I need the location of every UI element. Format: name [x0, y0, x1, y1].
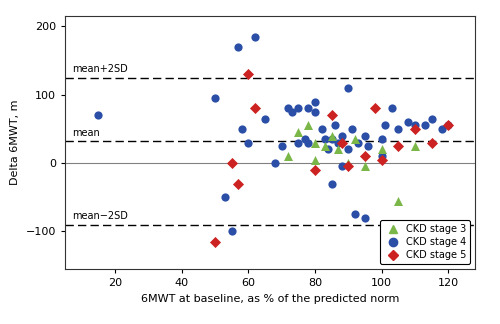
- Point: [94, 113, 102, 118]
- Point: [338, 164, 345, 169]
- Point: [324, 147, 332, 152]
- Point: [411, 123, 419, 128]
- Point: [354, 140, 362, 145]
- Legend: CKD stage 3, CKD stage 4, CKD stage 5: CKD stage 3, CKD stage 4, CKD stage 5: [380, 220, 470, 264]
- Point: [388, 106, 396, 111]
- Point: [394, 126, 402, 132]
- Point: [394, 198, 402, 203]
- Point: [311, 109, 319, 114]
- Point: [284, 106, 292, 111]
- Text: mean: mean: [72, 128, 100, 138]
- Point: [404, 120, 412, 125]
- Point: [211, 96, 219, 101]
- Point: [311, 99, 319, 104]
- Point: [304, 123, 312, 128]
- Point: [421, 123, 429, 128]
- Text: mean−2SD: mean−2SD: [72, 211, 128, 221]
- Point: [251, 34, 259, 39]
- Point: [304, 106, 312, 111]
- Point: [328, 113, 336, 118]
- Point: [301, 136, 309, 142]
- Point: [344, 164, 352, 169]
- Point: [428, 140, 436, 145]
- Point: [311, 167, 319, 172]
- Point: [338, 140, 345, 145]
- Point: [438, 126, 446, 132]
- Point: [244, 140, 252, 145]
- Point: [378, 154, 386, 159]
- Point: [304, 140, 312, 145]
- Point: [284, 154, 292, 159]
- Point: [294, 140, 302, 145]
- Text: mean+2SD: mean+2SD: [72, 64, 128, 74]
- Point: [361, 154, 369, 159]
- Point: [361, 215, 369, 220]
- Point: [211, 239, 219, 244]
- Point: [321, 144, 329, 149]
- Point: [378, 157, 386, 162]
- Point: [348, 126, 356, 132]
- Point: [378, 136, 386, 142]
- Point: [444, 123, 452, 128]
- Point: [378, 147, 386, 152]
- Y-axis label: Delta 6MWT, m: Delta 6MWT, m: [10, 100, 20, 185]
- Point: [328, 136, 336, 142]
- Point: [321, 136, 329, 142]
- Point: [334, 147, 342, 152]
- Point: [294, 130, 302, 135]
- Point: [351, 136, 359, 142]
- X-axis label: 6MWT at baseline, as % of the predicted norm: 6MWT at baseline, as % of the predicted …: [141, 294, 399, 304]
- Point: [371, 277, 379, 282]
- Point: [244, 72, 252, 77]
- Point: [221, 195, 229, 200]
- Point: [394, 144, 402, 149]
- Point: [228, 229, 235, 234]
- Point: [234, 44, 242, 50]
- Point: [251, 106, 259, 111]
- Point: [361, 133, 369, 138]
- Point: [334, 140, 342, 145]
- Point: [411, 144, 419, 149]
- Point: [428, 116, 436, 121]
- Point: [344, 147, 352, 152]
- Point: [381, 123, 389, 128]
- Point: [238, 126, 246, 132]
- Point: [234, 181, 242, 186]
- Point: [411, 126, 419, 132]
- Point: [338, 133, 345, 138]
- Point: [294, 106, 302, 111]
- Point: [344, 160, 352, 166]
- Point: [364, 144, 372, 149]
- Point: [228, 160, 235, 166]
- Point: [271, 160, 279, 166]
- Point: [344, 85, 352, 90]
- Point: [318, 126, 326, 132]
- Point: [331, 123, 339, 128]
- Point: [351, 212, 359, 217]
- Point: [328, 181, 336, 186]
- Point: [261, 116, 269, 121]
- Point: [371, 106, 379, 111]
- Point: [444, 123, 452, 128]
- Point: [278, 144, 285, 149]
- Point: [311, 157, 319, 162]
- Point: [311, 140, 319, 145]
- Point: [328, 133, 336, 138]
- Point: [288, 109, 296, 114]
- Point: [361, 164, 369, 169]
